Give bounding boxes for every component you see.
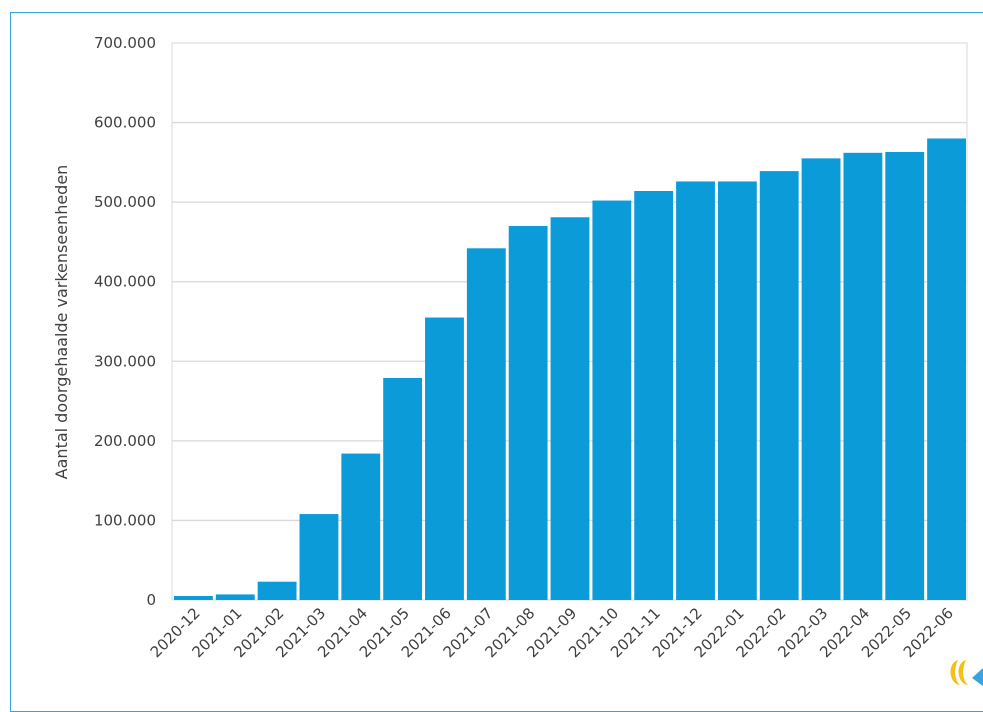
bar <box>466 248 506 600</box>
bar <box>927 138 966 600</box>
x-axis-tick-labels: 2020-122021-012021-022021-032021-042021-… <box>147 604 957 661</box>
bar <box>215 594 255 600</box>
bar <box>550 217 590 601</box>
bar-chart: 0 100.000 200.000 300.000 400.000 500.000 600.… <box>52 34 983 686</box>
bar <box>174 596 213 600</box>
bar <box>759 171 799 601</box>
bar <box>341 453 381 600</box>
bar <box>843 152 883 600</box>
y-tick-label: 0 <box>146 591 156 609</box>
y-tick-label: 700.000 <box>94 34 156 52</box>
bar <box>717 181 757 600</box>
bar <box>801 158 841 600</box>
bar <box>425 317 464 600</box>
logo-icon <box>950 660 983 686</box>
bars <box>174 138 966 601</box>
bar <box>885 152 925 600</box>
bar <box>592 200 632 600</box>
y-axis-tick-labels: 0 100.000 200.000 300.000 400.000 500.000 600.… <box>94 34 156 609</box>
bar <box>257 581 297 600</box>
y-tick-label: 300.000 <box>94 352 156 370</box>
y-tick-label: 500.000 <box>94 193 156 211</box>
bar <box>383 377 423 600</box>
bar <box>508 226 548 600</box>
bar <box>676 181 715 600</box>
y-tick-label: 200.000 <box>94 432 156 450</box>
y-tick-label: 600.000 <box>94 114 156 132</box>
bar <box>634 191 674 600</box>
bar <box>299 514 339 600</box>
y-tick-label: 400.000 <box>94 273 156 291</box>
y-tick-label: 100.000 <box>94 511 156 529</box>
y-axis-title: Aantal doorgehaalde varkenseenheden <box>52 165 71 480</box>
